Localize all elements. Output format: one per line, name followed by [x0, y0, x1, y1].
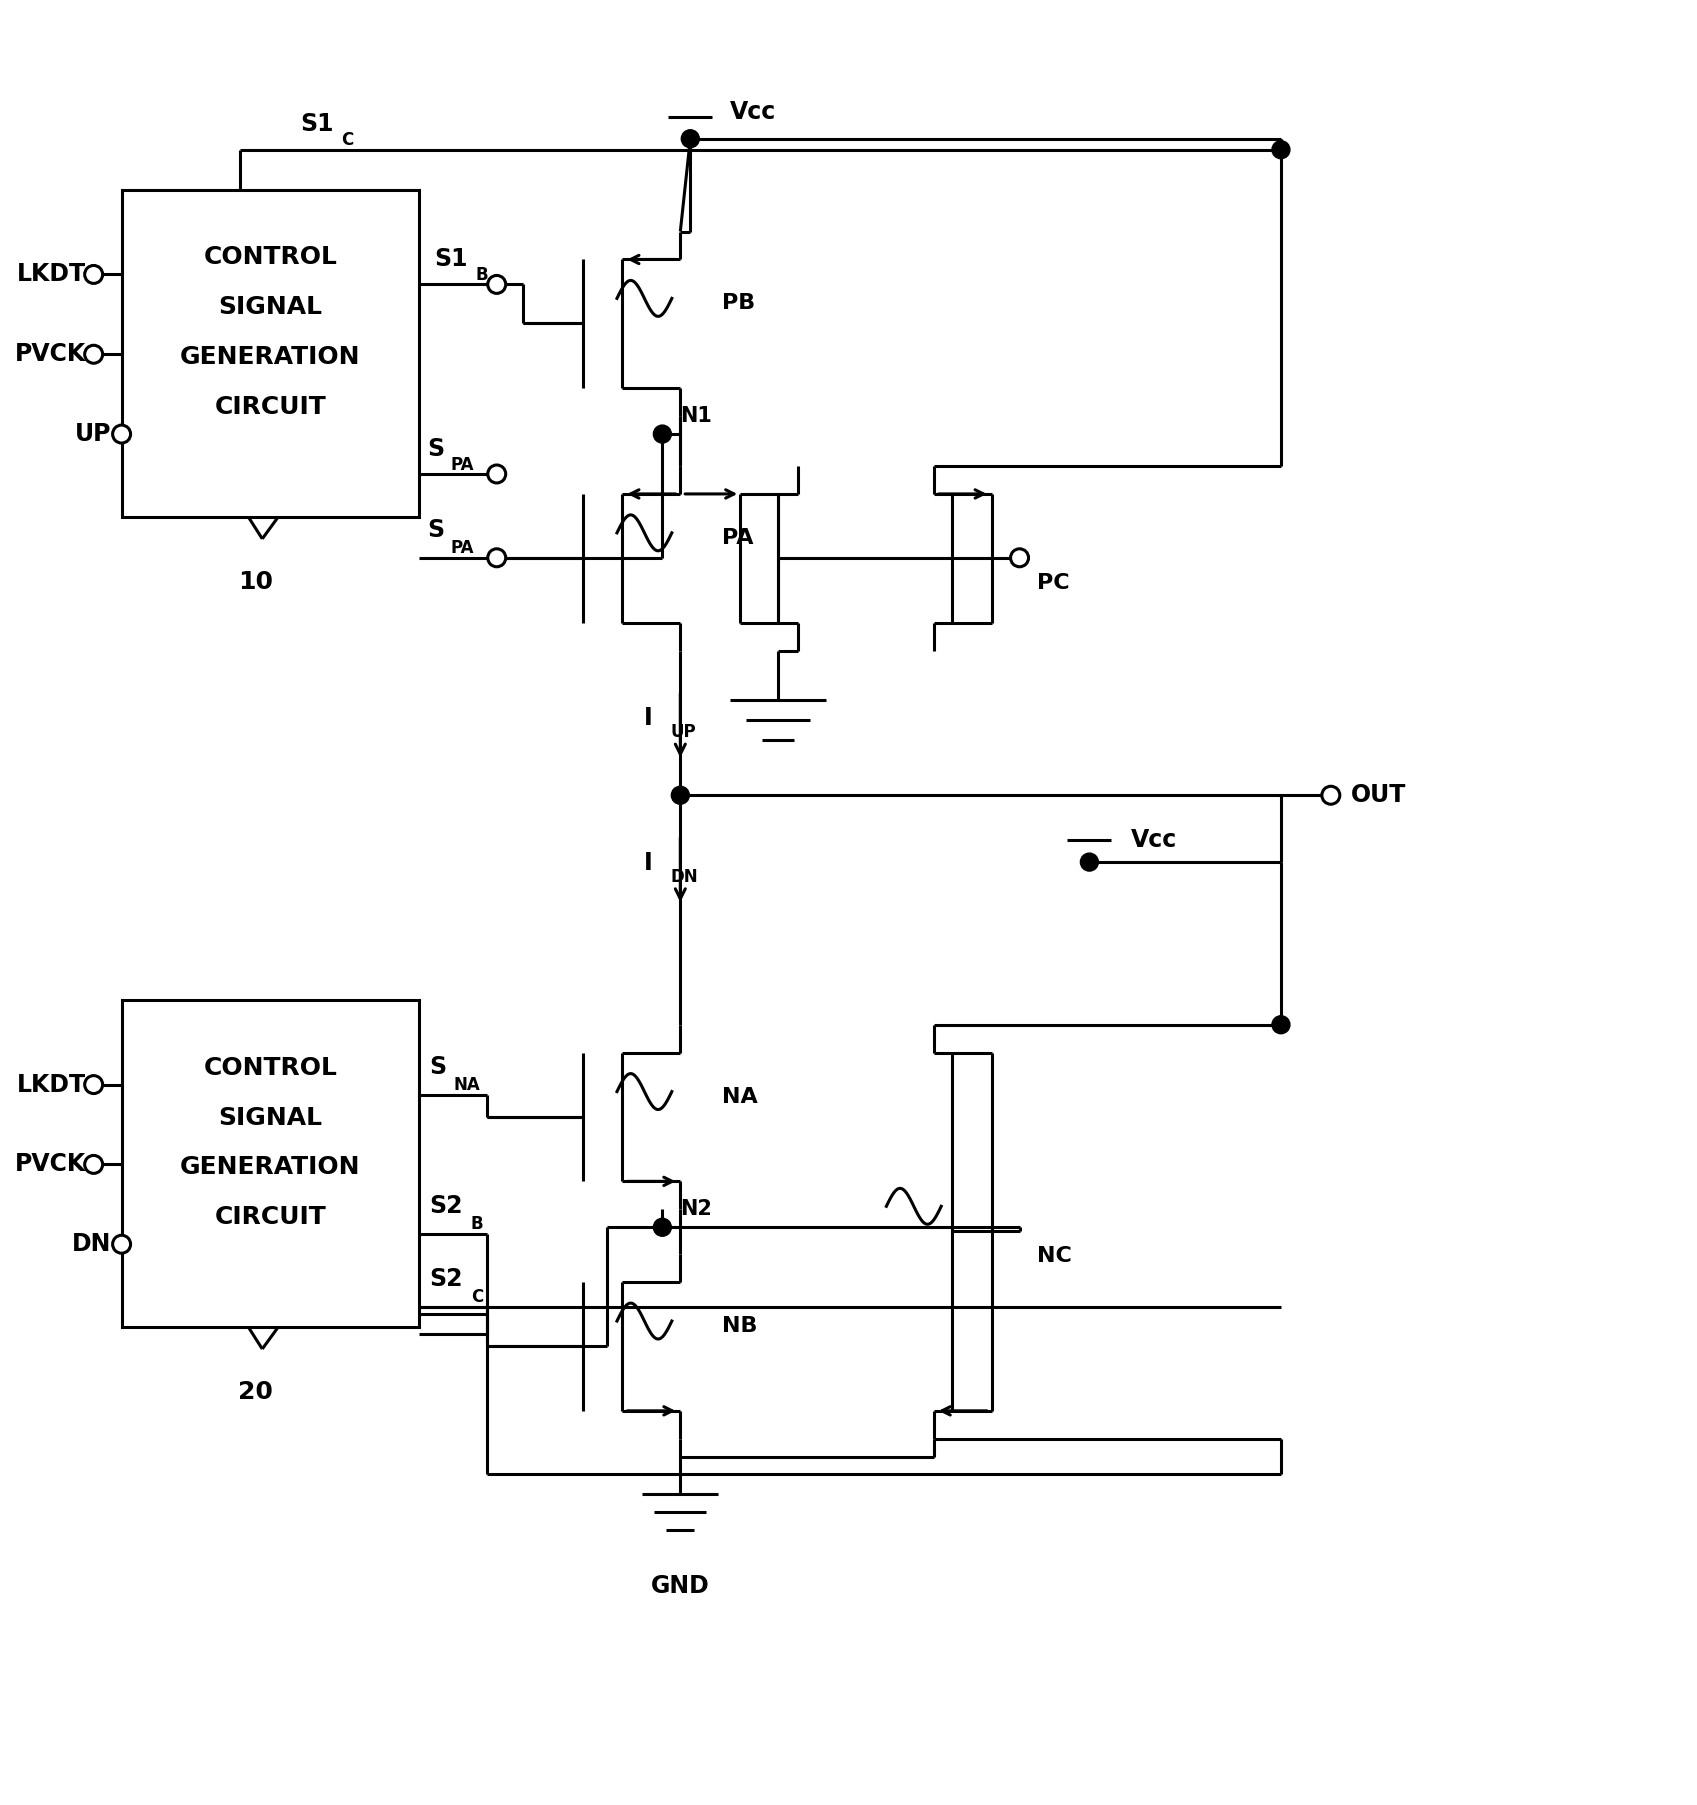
Text: Vcc: Vcc: [1132, 828, 1178, 852]
Text: CONTROL: CONTROL: [204, 245, 338, 269]
Text: I: I: [643, 706, 652, 731]
Circle shape: [653, 426, 672, 442]
Text: GENERATION: GENERATION: [180, 1155, 360, 1179]
Text: C: C: [470, 1289, 484, 1307]
Text: PVCK: PVCK: [15, 343, 85, 366]
Text: S2: S2: [429, 1195, 462, 1218]
Text: NA: NA: [723, 1087, 759, 1106]
Text: PB: PB: [723, 294, 755, 314]
Text: LKDT: LKDT: [17, 262, 85, 287]
Text: 20: 20: [238, 1379, 273, 1404]
Text: C: C: [341, 130, 353, 148]
Text: B: B: [470, 1215, 484, 1233]
Circle shape: [672, 787, 689, 805]
Text: S: S: [428, 518, 445, 542]
Circle shape: [487, 549, 506, 567]
Text: UP: UP: [670, 724, 696, 742]
Text: B: B: [475, 267, 489, 285]
Text: PA: PA: [451, 457, 475, 475]
Circle shape: [487, 466, 506, 484]
Circle shape: [1322, 787, 1341, 805]
Text: N1: N1: [680, 406, 713, 426]
Circle shape: [112, 1235, 131, 1253]
Text: SIGNAL: SIGNAL: [219, 1105, 322, 1130]
Text: NA: NA: [453, 1076, 480, 1094]
Circle shape: [85, 345, 102, 363]
Text: UP: UP: [75, 422, 112, 446]
Text: N2: N2: [680, 1199, 713, 1220]
Circle shape: [85, 265, 102, 283]
Text: NC: NC: [1037, 1245, 1071, 1265]
Text: GENERATION: GENERATION: [180, 345, 360, 370]
Bar: [122, 190, 419, 516]
Circle shape: [487, 276, 506, 294]
Text: S2: S2: [429, 1267, 462, 1291]
Circle shape: [1273, 1016, 1290, 1034]
Text: CONTROL: CONTROL: [204, 1056, 338, 1079]
Text: S1: S1: [300, 112, 334, 135]
Circle shape: [1273, 141, 1290, 159]
Circle shape: [1011, 549, 1028, 567]
Text: PC: PC: [1037, 572, 1069, 592]
Text: Vcc: Vcc: [730, 99, 777, 125]
Text: I: I: [643, 852, 652, 875]
Text: OUT: OUT: [1351, 783, 1407, 807]
Text: GND: GND: [652, 1574, 709, 1599]
Circle shape: [680, 130, 699, 148]
Circle shape: [1081, 854, 1098, 872]
Circle shape: [112, 426, 131, 442]
Text: CIRCUIT: CIRCUIT: [214, 395, 326, 419]
Text: DN: DN: [670, 868, 697, 886]
Text: S: S: [429, 1054, 446, 1079]
Text: DN: DN: [73, 1233, 112, 1256]
Text: PA: PA: [723, 527, 753, 549]
Circle shape: [85, 1155, 102, 1173]
Bar: [122, 1000, 419, 1327]
Text: PA: PA: [451, 540, 475, 556]
Text: SIGNAL: SIGNAL: [219, 296, 322, 319]
Text: CIRCUIT: CIRCUIT: [214, 1206, 326, 1229]
Text: 10: 10: [238, 570, 273, 594]
Text: NB: NB: [723, 1316, 759, 1336]
Text: S: S: [428, 437, 445, 460]
Text: LKDT: LKDT: [17, 1072, 85, 1097]
Text: S1: S1: [434, 247, 467, 271]
Circle shape: [653, 1218, 672, 1236]
Text: PVCK: PVCK: [15, 1152, 85, 1177]
Circle shape: [85, 1076, 102, 1094]
